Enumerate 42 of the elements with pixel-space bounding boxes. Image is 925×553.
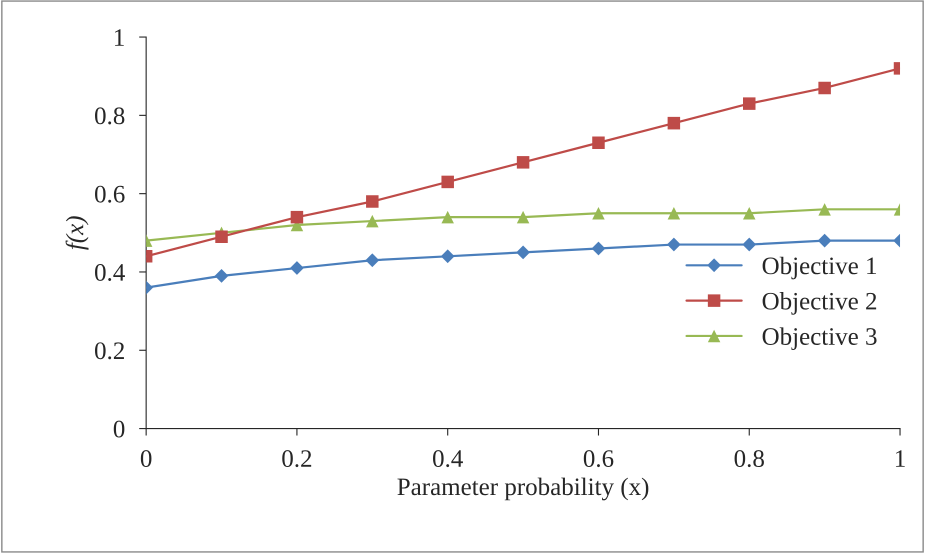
- point: [366, 195, 379, 208]
- y-tick-label: 1: [115, 29, 124, 46]
- point: [516, 156, 530, 169]
- x-axis-title: Parameter probability (x): [397, 478, 648, 500]
- y-tick-label: 0.8: [95, 107, 124, 124]
- point: [214, 269, 228, 283]
- x-tick-label: 0.6: [584, 450, 614, 468]
- point: [818, 234, 832, 248]
- point: [516, 246, 530, 260]
- legend-label: Objective 1: [762, 256, 876, 280]
- point: [516, 210, 530, 224]
- point: [743, 97, 756, 110]
- x-tick-label: 1: [896, 450, 905, 467]
- point: [441, 210, 454, 224]
- point: [592, 136, 605, 150]
- point: [818, 82, 831, 94]
- legend-label: Objective 2: [762, 292, 876, 315]
- y-tick-label: 0: [114, 420, 124, 438]
- point: [290, 261, 304, 275]
- point: [818, 203, 831, 216]
- point: [365, 253, 380, 268]
- y-axis-title: f(x): [66, 216, 89, 250]
- point: [290, 210, 304, 224]
- point: [440, 249, 455, 264]
- y-tick-label: 0.4: [95, 264, 125, 281]
- y-tick-label: 0.2: [95, 342, 124, 360]
- point: [668, 206, 680, 220]
- point: [441, 176, 454, 188]
- point: [366, 214, 379, 228]
- point: [592, 206, 605, 220]
- point: [592, 242, 606, 256]
- point: [743, 206, 756, 220]
- legend-label: Objective 3: [762, 327, 877, 350]
- y-tick-label: 0.6: [95, 186, 125, 203]
- x-tick-label: 0.2: [282, 450, 312, 468]
- x-tick-label: 0.4: [433, 450, 463, 468]
- point: [742, 238, 756, 252]
- x-tick-label: 0.8: [734, 450, 764, 468]
- point: [215, 230, 228, 243]
- x-tick-label: 0: [140, 450, 152, 467]
- point: [668, 116, 680, 130]
- point: [666, 238, 681, 252]
